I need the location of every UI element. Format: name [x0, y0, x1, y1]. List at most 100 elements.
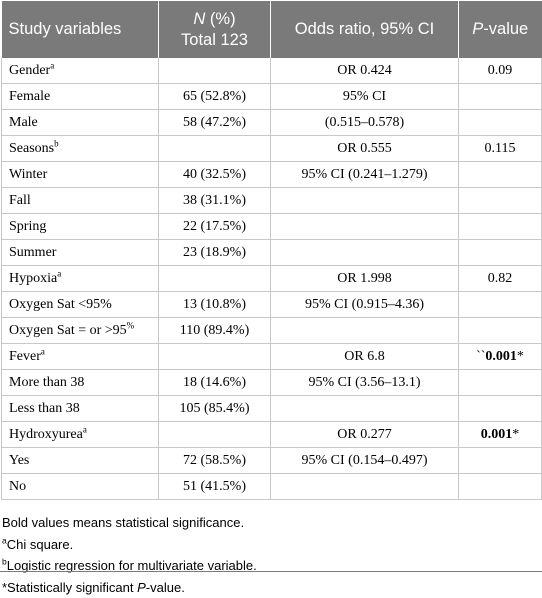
table-row: Yes 72 (58.5%)95% CI (0.154–0.497)	[2, 448, 542, 474]
cell-n-percent: 13 (10.8%)	[159, 292, 271, 318]
cell-variable: Fall	[2, 188, 159, 214]
cell-variable: Hypoxiaa	[2, 266, 159, 292]
footnote-a-text: Chi square.	[7, 537, 73, 552]
header-n-percent: N (%) Total 123	[159, 1, 271, 58]
cell-odds-ratio: OR 0.424	[271, 58, 459, 84]
variable-label: Yes	[9, 453, 29, 468]
cell-variable: Fevera	[2, 344, 159, 370]
table-header: Study variables N (%) Total 123 Odds rat…	[2, 1, 542, 58]
p-value: 0.115	[485, 141, 516, 156]
variable-label: Spring	[9, 219, 46, 234]
variable-label: Male	[9, 115, 38, 130]
cell-odds-ratio	[271, 318, 459, 344]
table-footnotes: Bold values means statistical significan…	[1, 500, 541, 598]
study-variables-table: Study variables N (%) Total 123 Odds rat…	[1, 1, 542, 500]
variable-label: Gender	[9, 63, 50, 78]
cell-variable: Yes	[2, 448, 159, 474]
cell-odds-ratio: OR 6.8	[271, 344, 459, 370]
header-study-variables: Study variables	[2, 1, 159, 58]
header-n-italic: N	[193, 10, 205, 28]
cell-p-value: 0.115	[459, 136, 542, 162]
cell-p-value: 0.82	[459, 266, 542, 292]
table-row: Fevera OR 6.8``0.001*	[2, 344, 542, 370]
header-odds-ratio: Odds ratio, 95% CI	[271, 1, 459, 58]
cell-odds-ratio: (0.515–0.578)	[271, 110, 459, 136]
variable-label: More than 38	[9, 375, 84, 390]
table-row: Oxygen Sat = or >95% 110 (89.4%)	[2, 318, 542, 344]
cell-p-value: 0.001*	[459, 422, 542, 448]
cell-n-percent: 72 (58.5%)	[159, 448, 271, 474]
cell-variable: Spring	[2, 214, 159, 240]
cell-p-value	[459, 162, 542, 188]
cell-odds-ratio: 95% CI (0.154–0.497)	[271, 448, 459, 474]
p-value: 0.001	[481, 427, 513, 442]
cell-n-percent	[159, 136, 271, 162]
cell-odds-ratio: 95% CI (0.241–1.279)	[271, 162, 459, 188]
header-p-rest: -value	[483, 20, 528, 38]
cell-n-percent: 110 (89.4%)	[159, 318, 271, 344]
cell-p-value	[459, 448, 542, 474]
significance-star: *	[517, 349, 524, 364]
cell-odds-ratio	[271, 188, 459, 214]
cell-n-percent: 58 (47.2%)	[159, 110, 271, 136]
cell-n-percent: 38 (31.1%)	[159, 188, 271, 214]
cell-n-percent	[159, 58, 271, 84]
variable-label: Fever	[9, 349, 41, 364]
variable-footnote-marker: %	[127, 320, 135, 330]
p-value: 0.09	[488, 63, 513, 78]
variable-label: Female	[9, 89, 50, 104]
cell-n-percent: 18 (14.6%)	[159, 370, 271, 396]
variable-label: Summer	[9, 245, 56, 260]
cell-n-percent: 40 (32.5%)	[159, 162, 271, 188]
variable-label: Less than 38	[9, 401, 80, 416]
table-row: Male 58 (47.2%)(0.515–0.578)	[2, 110, 542, 136]
cell-variable: Hydroxyureaa	[2, 422, 159, 448]
cell-n-percent: 51 (41.5%)	[159, 474, 271, 500]
footnote-a: aChi square.	[2, 534, 541, 556]
cell-odds-ratio	[271, 396, 459, 422]
header-p-italic: P	[472, 20, 483, 38]
table-row: Oxygen Sat <95%13 (10.8%)95% CI (0.915–4…	[2, 292, 542, 318]
cell-p-value	[459, 214, 542, 240]
cell-p-value: ``0.001*	[459, 344, 542, 370]
header-p-value: P-value	[459, 1, 542, 58]
cell-n-percent	[159, 266, 271, 292]
variable-label: Seasons	[9, 141, 54, 156]
p-value: 0.82	[488, 271, 513, 286]
cell-odds-ratio: OR 0.555	[271, 136, 459, 162]
cell-variable: Winter	[2, 162, 159, 188]
cell-p-value	[459, 188, 542, 214]
variable-label: Hypoxia	[9, 271, 57, 286]
cell-p-value	[459, 396, 542, 422]
p-value: 0.001	[485, 349, 517, 364]
table-row: Gendera OR 0.424 0.09	[2, 58, 542, 84]
variable-footnote-marker: a	[50, 60, 54, 70]
footnote-bold: Bold values means statistical significan…	[2, 512, 541, 534]
footnote-star: *Statistically significant P-value.	[2, 577, 541, 598]
cell-variable: Seasonsb	[2, 136, 159, 162]
footnote-b: bLogistic regression for multivariate va…	[2, 555, 541, 577]
table-row: Spring 22 (17.5%)	[2, 214, 542, 240]
cell-variable: Summer	[2, 240, 159, 266]
header-total: Total 123	[181, 31, 248, 49]
cell-p-value	[459, 370, 542, 396]
significance-star: *	[512, 427, 519, 442]
variable-footnote-marker: a	[41, 346, 45, 356]
cell-n-percent: 22 (17.5%)	[159, 214, 271, 240]
variable-label: Oxygen Sat = or >95	[9, 323, 127, 338]
variable-label: Oxygen Sat <95%	[9, 297, 112, 312]
table-row: Seasonsb OR 0.555 0.115	[2, 136, 542, 162]
cell-odds-ratio: OR 0.277	[271, 422, 459, 448]
cell-p-value	[459, 110, 542, 136]
cell-p-value: 0.09	[459, 58, 542, 84]
footnote-star-prefix: *Statistically significant	[2, 580, 137, 595]
cell-odds-ratio: OR 1.998	[271, 266, 459, 292]
cell-variable: Male	[2, 110, 159, 136]
cell-n-percent	[159, 344, 271, 370]
cell-p-value	[459, 240, 542, 266]
cell-variable: No	[2, 474, 159, 500]
table-row: Hypoxiaa OR 1.998 0.82	[2, 266, 542, 292]
